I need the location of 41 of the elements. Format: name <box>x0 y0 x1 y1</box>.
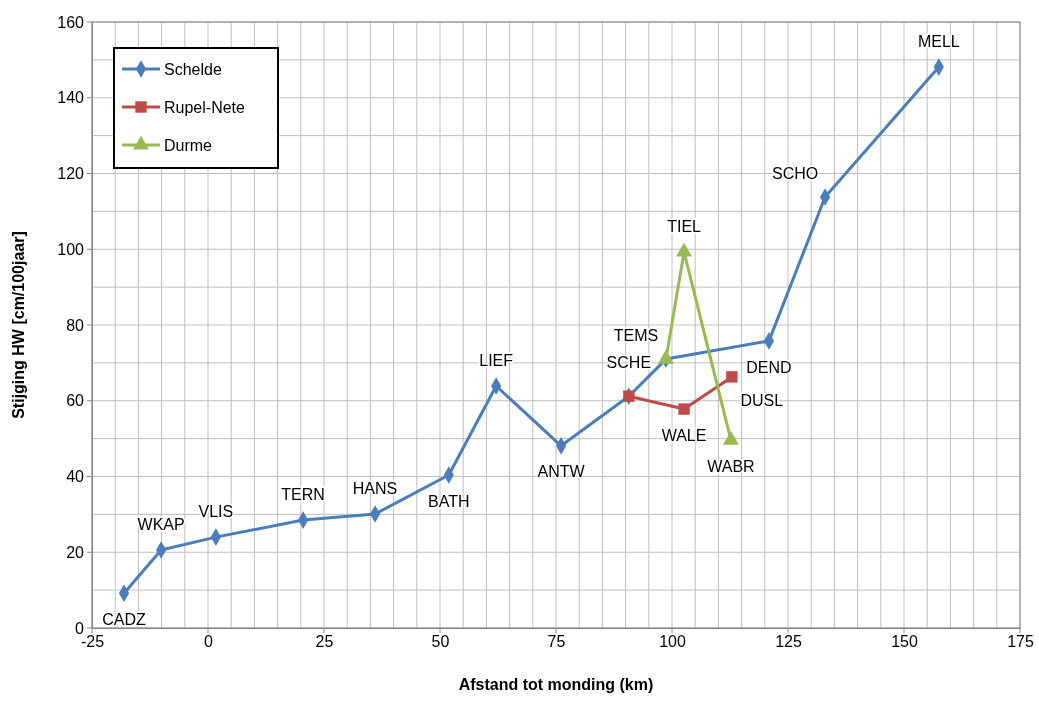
annotation: SCHE <box>606 353 652 371</box>
y-tick-label: 20 <box>66 543 85 561</box>
x-tick-label: 50 <box>431 633 450 651</box>
annotation: TERN <box>281 485 325 503</box>
y-axis-title: Stijging HW [cm/100jaar] <box>10 231 27 419</box>
legend-label: Rupel-Nete <box>164 98 246 116</box>
x-tick-label: 25 <box>315 633 334 651</box>
point <box>726 371 738 383</box>
annotation: MELL <box>917 32 960 50</box>
x-tick-label: 0 <box>204 633 214 651</box>
annotation: DUSL <box>740 392 784 410</box>
legend-label: Durme <box>164 136 213 154</box>
y-tick-label: 100 <box>57 240 85 258</box>
annotation: SCHO <box>772 164 819 182</box>
point <box>678 403 690 415</box>
annotation: DEND <box>746 358 792 376</box>
y-tick-label: 120 <box>57 165 85 183</box>
x-tick-label: 125 <box>775 633 802 651</box>
annotation: CADZ <box>102 610 147 628</box>
annotation: WABR <box>707 457 755 475</box>
y-tick-label: 40 <box>66 468 85 486</box>
annotation: WKAP <box>137 515 185 533</box>
y-tick-label: 140 <box>57 89 85 107</box>
annotation: VLIS <box>198 502 234 520</box>
annotation: WALE <box>661 426 707 444</box>
annotation: BATH <box>428 492 470 510</box>
annotation: TEMS <box>613 326 659 344</box>
annotation: LIEF <box>479 351 514 369</box>
x-tick-label: 75 <box>547 633 566 651</box>
annotation: HANS <box>352 479 398 497</box>
point <box>623 390 635 402</box>
legend-label: Schelde <box>164 60 222 78</box>
x-axis-title: Afstand tot monding (km) <box>458 676 654 693</box>
y-tick-label: 160 <box>57 13 85 31</box>
annotation: ANTW <box>537 463 586 481</box>
x-tick-label: 100 <box>659 633 686 651</box>
y-tick-label: 60 <box>66 392 85 410</box>
x-tick-label: 175 <box>1007 633 1034 651</box>
x-tick-label: 150 <box>891 633 918 651</box>
annotation: TIEL <box>667 217 702 235</box>
y-tick-label: 80 <box>66 316 85 334</box>
